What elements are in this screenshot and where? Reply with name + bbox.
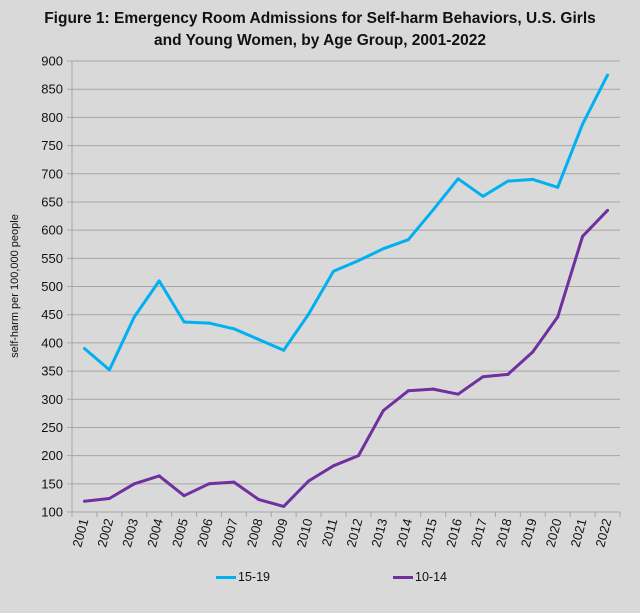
data-point-15-19 — [481, 194, 485, 198]
data-point-15-19 — [606, 73, 610, 77]
legend-item-15-19: 15-19 — [216, 570, 270, 584]
data-point-10-14 — [132, 482, 136, 486]
y-tick-label: 350 — [41, 364, 63, 379]
data-point-10-14 — [606, 208, 610, 212]
series-line-10-14 — [84, 209, 609, 508]
data-point-10-14 — [581, 234, 585, 238]
y-tick-label: 100 — [41, 505, 63, 520]
y-tick-label: 700 — [41, 166, 63, 181]
legend-label-10-14: 10-14 — [415, 570, 447, 584]
x-tick-label: 2020 — [543, 517, 565, 549]
y-tick-label: 200 — [41, 448, 63, 463]
data-point-15-19 — [207, 321, 211, 325]
x-tick-label: 2002 — [94, 517, 116, 549]
x-tick-label: 2019 — [518, 517, 540, 549]
y-tick-label: 600 — [41, 223, 63, 238]
data-point-15-19 — [581, 122, 585, 126]
data-point-10-14 — [82, 499, 86, 503]
y-tick-label: 450 — [41, 307, 63, 322]
x-tick-label: 2006 — [194, 517, 216, 549]
data-point-15-19 — [381, 247, 385, 251]
data-point-15-19 — [82, 347, 86, 351]
y-tick-label: 800 — [41, 110, 63, 125]
data-point-10-14 — [232, 480, 236, 484]
data-point-15-19 — [307, 312, 311, 316]
legend-item-10-14: 10-14 — [393, 570, 447, 584]
y-tick-label: 850 — [41, 82, 63, 97]
data-point-10-14 — [107, 496, 111, 500]
data-point-15-19 — [282, 348, 286, 352]
data-point-15-19 — [356, 259, 360, 263]
x-tick-label: 2017 — [468, 517, 490, 549]
data-point-10-14 — [481, 375, 485, 379]
data-point-10-14 — [182, 494, 186, 498]
chart-title-line-1: Figure 1: Emergency Room Admissions for … — [44, 10, 596, 27]
y-tick-label: 300 — [41, 392, 63, 407]
x-tick-label: 2018 — [493, 517, 515, 549]
x-tick-label: 2008 — [244, 517, 266, 549]
x-tick-label: 2011 — [319, 517, 341, 548]
data-point-15-19 — [556, 185, 560, 189]
x-tick-label: 2021 — [568, 517, 590, 549]
data-point-15-19 — [182, 320, 186, 324]
x-tick-label: 2014 — [393, 517, 415, 549]
chart-title: Figure 1: Emergency Room Admissions for … — [0, 8, 640, 52]
legend-label-15-19: 15-19 — [238, 570, 270, 584]
data-point-10-14 — [332, 464, 336, 468]
x-tick-label: 2004 — [144, 517, 166, 549]
data-point-15-19 — [257, 337, 261, 341]
x-tick-label: 2001 — [69, 517, 91, 549]
data-point-15-19 — [132, 315, 136, 319]
x-tick-label: 2007 — [219, 517, 241, 549]
y-tick-label: 900 — [41, 54, 63, 69]
legend-swatch-15-19 — [216, 575, 236, 579]
data-point-15-19 — [456, 177, 460, 181]
data-point-15-19 — [406, 238, 410, 242]
data-point-10-14 — [282, 504, 286, 508]
chart-title-line-2: and Young Women, by Age Group, 2001-2022 — [154, 32, 486, 49]
x-tick-label: 2010 — [294, 517, 316, 549]
x-tick-label: 2015 — [418, 517, 440, 549]
data-point-15-19 — [506, 179, 510, 183]
data-point-10-14 — [556, 315, 560, 319]
data-point-10-14 — [431, 387, 435, 391]
x-tick-label: 2013 — [368, 517, 390, 549]
data-point-10-14 — [506, 372, 510, 376]
data-point-15-19 — [332, 269, 336, 273]
data-point-10-14 — [381, 409, 385, 413]
x-tick-label: 2012 — [343, 517, 365, 549]
x-tick-label: 2003 — [119, 517, 141, 549]
x-tick-label: 2009 — [269, 517, 291, 549]
data-point-10-14 — [531, 350, 535, 354]
x-tick-label: 2016 — [443, 517, 465, 549]
x-tick-label: 2022 — [592, 517, 614, 549]
y-tick-label: 250 — [41, 420, 63, 435]
data-point-15-19 — [431, 208, 435, 212]
y-tick-label: 150 — [41, 476, 63, 491]
data-point-10-14 — [456, 392, 460, 396]
data-point-15-19 — [157, 279, 161, 283]
data-point-10-14 — [207, 482, 211, 486]
data-point-15-19 — [107, 368, 111, 372]
y-tick-label: 750 — [41, 138, 63, 153]
data-point-15-19 — [232, 327, 236, 331]
data-point-10-14 — [406, 389, 410, 393]
y-tick-label: 400 — [41, 335, 63, 350]
data-point-10-14 — [157, 474, 161, 478]
series-line-15-19 — [83, 74, 609, 372]
y-tick-label: 550 — [41, 251, 63, 266]
legend-swatch-10-14 — [393, 575, 413, 579]
data-point-10-14 — [307, 479, 311, 483]
data-point-10-14 — [356, 454, 360, 458]
data-point-15-19 — [531, 177, 535, 181]
y-tick-label: 650 — [41, 194, 63, 209]
y-tick-label: 500 — [41, 279, 63, 294]
data-point-10-14 — [257, 498, 261, 502]
x-tick-label: 2005 — [169, 517, 191, 549]
